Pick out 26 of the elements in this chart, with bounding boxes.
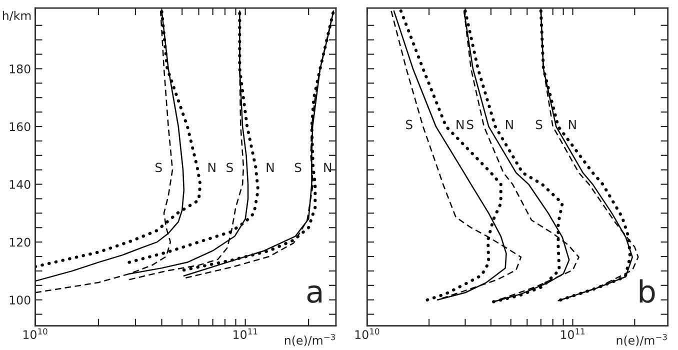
x-axis-title: n(e)/m$^{−3}$ xyxy=(616,334,667,346)
x-axis-title: n(e)/m$^{−3}$ xyxy=(284,334,335,346)
annotation: N xyxy=(568,120,576,130)
annotation: S xyxy=(536,120,542,130)
annotation: b xyxy=(640,279,655,303)
annotation: N xyxy=(266,162,274,172)
annotation: N xyxy=(506,120,513,130)
x-tick-label: 10$^{11}$ xyxy=(561,328,585,340)
y-tick-label: 120 xyxy=(10,238,30,247)
y-tick-label: 180 xyxy=(10,64,30,74)
annotation: a xyxy=(307,285,322,303)
x-tick-label: 10$^{11}$ xyxy=(234,328,258,340)
annotation: N xyxy=(456,120,464,130)
y-tick-label: 100 xyxy=(10,296,30,304)
annotation: N xyxy=(208,162,216,172)
annotation: S xyxy=(294,162,302,172)
y-tick-label: 140 xyxy=(10,180,30,189)
x-tick-label: 10$^{10}$ xyxy=(24,328,48,340)
y-tick-label: 160 xyxy=(10,122,30,132)
annotation: S xyxy=(226,162,233,172)
annotation: S xyxy=(466,120,474,130)
annotation: N xyxy=(324,162,332,172)
x-tick-label: 10$^{10}$ xyxy=(355,328,380,340)
annotation: S xyxy=(156,162,162,172)
y-axis-title: h/km xyxy=(2,10,31,21)
annotation: S xyxy=(406,120,412,130)
